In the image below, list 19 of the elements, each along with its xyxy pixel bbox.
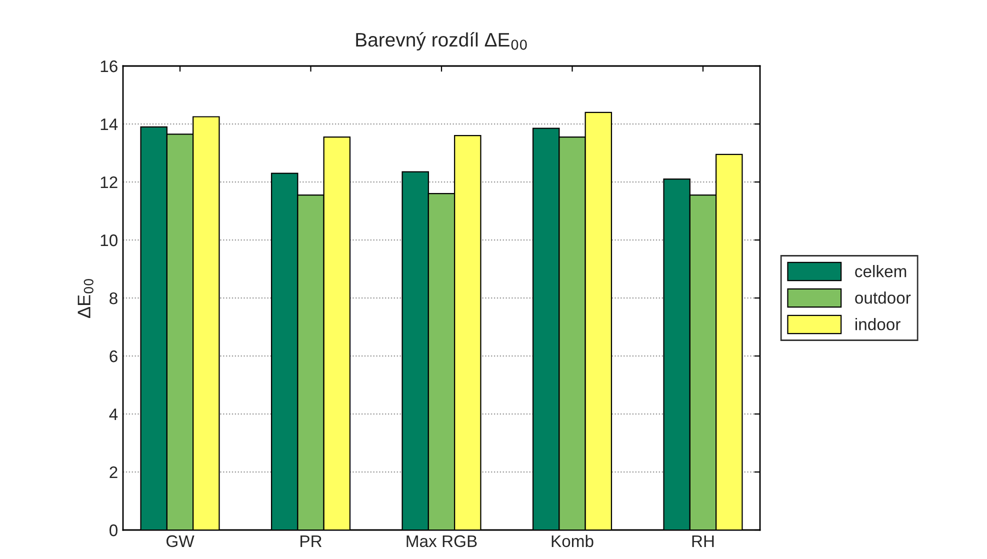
y-axis-title: ΔE$_{00}$ bbox=[78, 278, 94, 318]
x-tick-label: GW bbox=[166, 535, 194, 548]
x-tick-label: RH bbox=[692, 535, 714, 547]
x-tick-label: PR bbox=[300, 535, 322, 547]
y-tick-label: 12 bbox=[100, 176, 118, 188]
y-tick-label: 6 bbox=[110, 350, 118, 362]
y-tick-label: 2 bbox=[110, 466, 118, 478]
y-tick-label: 10 bbox=[100, 234, 118, 246]
y-tick-label: 16 bbox=[100, 60, 118, 72]
y-tick-label: 8 bbox=[110, 292, 118, 304]
x-tick-label: Max RGB bbox=[406, 535, 477, 548]
y-tick-label: 4 bbox=[109, 408, 118, 420]
legend-label: celkem bbox=[855, 265, 906, 278]
chart-title: Barevný rozdíl ΔE$_{00}$ bbox=[356, 32, 527, 51]
y-tick-label: 14 bbox=[100, 118, 118, 130]
legend-label: indoor bbox=[856, 318, 900, 330]
legend-label: outdoor bbox=[855, 292, 911, 304]
x-tick-label: Komb bbox=[552, 534, 594, 548]
y-tick-label: 0 bbox=[110, 524, 118, 536]
